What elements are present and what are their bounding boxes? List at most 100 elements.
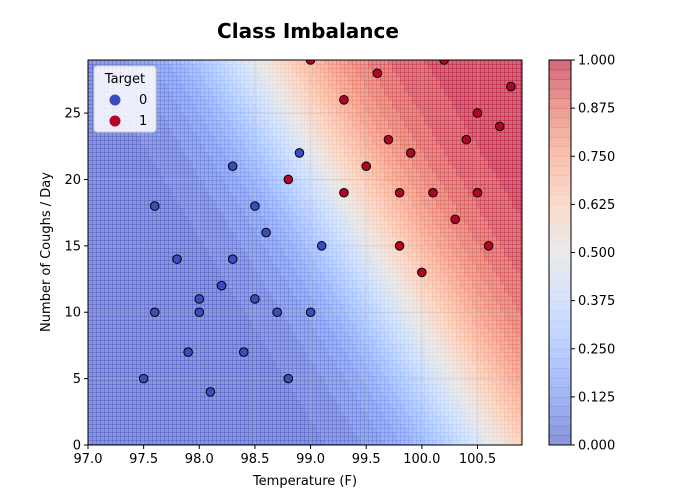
contour-cell: [100, 292, 105, 297]
contour-cell: [248, 264, 253, 269]
contour-cell: [200, 268, 205, 273]
contour-cell: [164, 344, 169, 349]
contour-cell: [108, 336, 113, 341]
contour-cell: [152, 432, 157, 437]
contour-cell: [156, 200, 161, 205]
contour-cell: [288, 260, 293, 265]
contour-cell: [124, 192, 129, 197]
contour-cell: [196, 152, 201, 157]
contour-cell: [108, 180, 113, 185]
contour-cell: [140, 264, 145, 269]
contour-cell: [236, 72, 241, 77]
contour-cell: [252, 108, 257, 113]
contour-cell: [260, 276, 265, 281]
contour-cell: [240, 244, 245, 249]
contour-cell: [244, 420, 249, 425]
contour-cell: [224, 308, 229, 313]
contour-cell: [164, 216, 169, 221]
contour-cell: [164, 88, 169, 93]
contour-cell: [180, 96, 185, 101]
contour-cell: [212, 332, 217, 337]
contour-cell: [252, 400, 257, 405]
contour-cell: [112, 192, 117, 197]
contour-cell: [288, 236, 293, 241]
contour-cell: [180, 280, 185, 285]
contour-cell: [124, 372, 129, 377]
contour-cell: [292, 212, 297, 217]
contour-cell: [164, 144, 169, 149]
contour-cell: [220, 244, 225, 249]
contour-cell: [212, 144, 217, 149]
contour-cell: [208, 252, 213, 257]
contour-cell: [268, 360, 273, 365]
contour-cell: [256, 416, 261, 421]
contour-cell: [92, 340, 97, 345]
contour-cell: [196, 208, 201, 213]
contour-cell: [252, 232, 257, 237]
contour-cell: [264, 116, 269, 121]
contour-cell: [148, 336, 153, 341]
contour-cell: [176, 188, 181, 193]
contour-cell: [112, 360, 117, 365]
contour-cell: [256, 92, 261, 97]
contour-cell: [224, 440, 229, 445]
contour-cell: [188, 184, 193, 189]
contour-cell: [128, 344, 133, 349]
contour-cell: [180, 320, 185, 325]
contour-cell: [184, 328, 189, 333]
contour-cell: [200, 168, 205, 173]
contour-cell: [124, 312, 129, 317]
contour-cell: [100, 324, 105, 329]
contour-cell: [280, 224, 285, 229]
contour-cell: [208, 76, 213, 81]
contour-cell: [284, 116, 289, 121]
contour-cell: [184, 400, 189, 405]
contour-cell: [216, 188, 221, 193]
contour-cell: [204, 356, 209, 361]
contour-cell: [168, 204, 173, 209]
contour-cell: [220, 192, 225, 197]
contour-cell: [268, 148, 273, 153]
contour-cell: [288, 224, 293, 229]
contour-cell: [200, 176, 205, 181]
contour-cell: [88, 200, 93, 205]
contour-cell: [124, 288, 129, 293]
contour-cell: [120, 340, 125, 345]
contour-cell: [208, 208, 213, 213]
contour-cell: [104, 212, 109, 217]
contour-cell: [204, 60, 209, 65]
contour-cell: [268, 280, 273, 285]
contour-cell: [120, 236, 125, 241]
contour-cell: [264, 376, 269, 381]
contour-cell: [268, 272, 273, 277]
contour-cell: [128, 172, 133, 177]
contour-cell: [136, 300, 141, 305]
contour-cell: [196, 124, 201, 129]
contour-cell: [176, 76, 181, 81]
contour-cell: [248, 104, 253, 109]
contour-cell: [124, 176, 129, 181]
contour-cell: [224, 156, 229, 161]
contour-cell: [280, 436, 285, 441]
contour-cell: [280, 164, 285, 169]
contour-cell: [160, 360, 165, 365]
contour-cell: [264, 356, 269, 361]
contour-cell: [160, 312, 165, 317]
contour-cell: [156, 372, 161, 377]
contour-cell: [204, 196, 209, 201]
contour-cell: [120, 348, 125, 353]
contour-cell: [196, 232, 201, 237]
contour-cell: [136, 416, 141, 421]
contour-cell: [92, 280, 97, 285]
contour-cell: [204, 240, 209, 245]
contour-cell: [164, 356, 169, 361]
contour-cell: [180, 180, 185, 185]
contour-cell: [260, 376, 265, 381]
contour-cell: [156, 260, 161, 265]
contour-cell: [204, 256, 209, 261]
contour-cell: [156, 368, 161, 373]
contour-cell: [268, 312, 273, 317]
contour-cell: [176, 100, 181, 105]
contour-cell: [180, 228, 185, 233]
contour-cell: [284, 300, 289, 305]
